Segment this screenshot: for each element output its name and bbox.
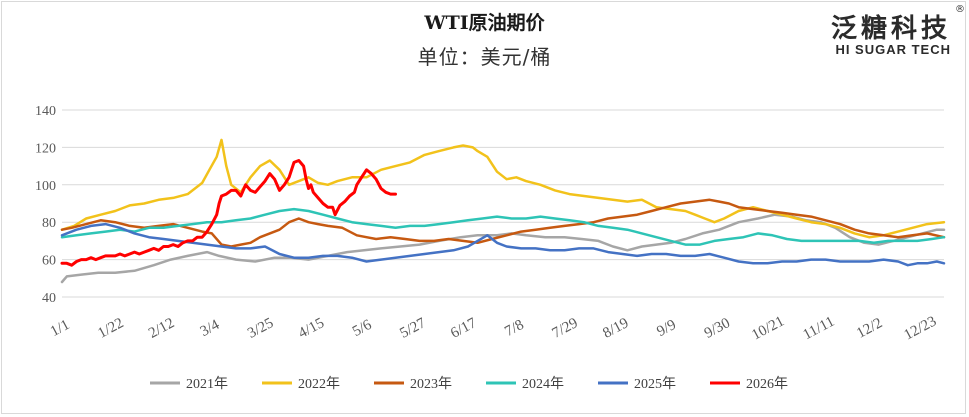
x-tick-label: 7/8: [502, 317, 526, 340]
series-line-2025年: [60, 222, 946, 267]
brand-logo-subtext: HI SUGAR TECH: [835, 42, 951, 57]
series-line-2024年: [60, 207, 946, 246]
x-tick-label: 1/22: [95, 315, 126, 342]
y-tick-label: 100: [35, 179, 56, 194]
x-axis: 1/1 1/22 2/12 3/4 3/25 4/15 5/6 5/27 6/17 7/8 7/29…: [48, 313, 939, 343]
x-tick-label: 10/21: [749, 313, 787, 343]
series-line-2023年: [60, 198, 946, 248]
series-lines: [60, 138, 946, 284]
x-tick-label: 1/1: [48, 317, 72, 340]
y-tick-label: 60: [42, 254, 56, 269]
x-tick-label: 6/17: [448, 315, 479, 342]
registered-mark: ®: [955, 4, 965, 15]
x-tick-label: 9/9: [654, 317, 678, 340]
chart-title: WTI原油期价: [424, 12, 545, 34]
x-tick-label: 2/12: [146, 315, 177, 342]
x-tick-label: 3/25: [245, 315, 276, 342]
legend-label: 2022年: [298, 376, 340, 392]
y-tick-label: 40: [42, 291, 56, 306]
x-tick-label: 11/11: [801, 314, 838, 344]
legend-label: 2024年: [522, 376, 564, 392]
x-tick-label: 5/27: [397, 315, 428, 342]
brand-logo-text: 泛糖科技: [830, 14, 951, 44]
y-tick-label: 140: [35, 104, 56, 119]
x-tick-label: 9/30: [702, 315, 733, 342]
y-tick-label: 80: [42, 216, 56, 231]
legend-label: 2021年: [186, 376, 228, 392]
x-tick-label: 12/23: [902, 313, 940, 343]
legend-label: 2025年: [634, 376, 676, 392]
y-tick-label: 120: [35, 141, 56, 156]
x-tick-label: 8/19: [600, 315, 631, 342]
y-axis: 40 60 80 100 120 140: [35, 104, 56, 306]
chart-subtitle: 单位：美元/桶: [417, 45, 552, 69]
x-tick-label: 12/2: [854, 315, 885, 342]
x-tick-label: 7/29: [550, 315, 581, 342]
legend-label: 2026年: [746, 376, 788, 392]
series-line-2021年: [60, 213, 946, 284]
x-tick-label: 5/6: [350, 317, 375, 340]
legend-label: 2023年: [410, 376, 452, 392]
legend: 2021年 2022年 2023年 2024年 2025年 2026年: [150, 376, 788, 392]
grid-lines: [62, 109, 944, 298]
x-tick-label: 3/4: [198, 317, 223, 340]
series-line-2026年: [60, 159, 397, 267]
x-tick-label: 4/15: [296, 315, 327, 342]
